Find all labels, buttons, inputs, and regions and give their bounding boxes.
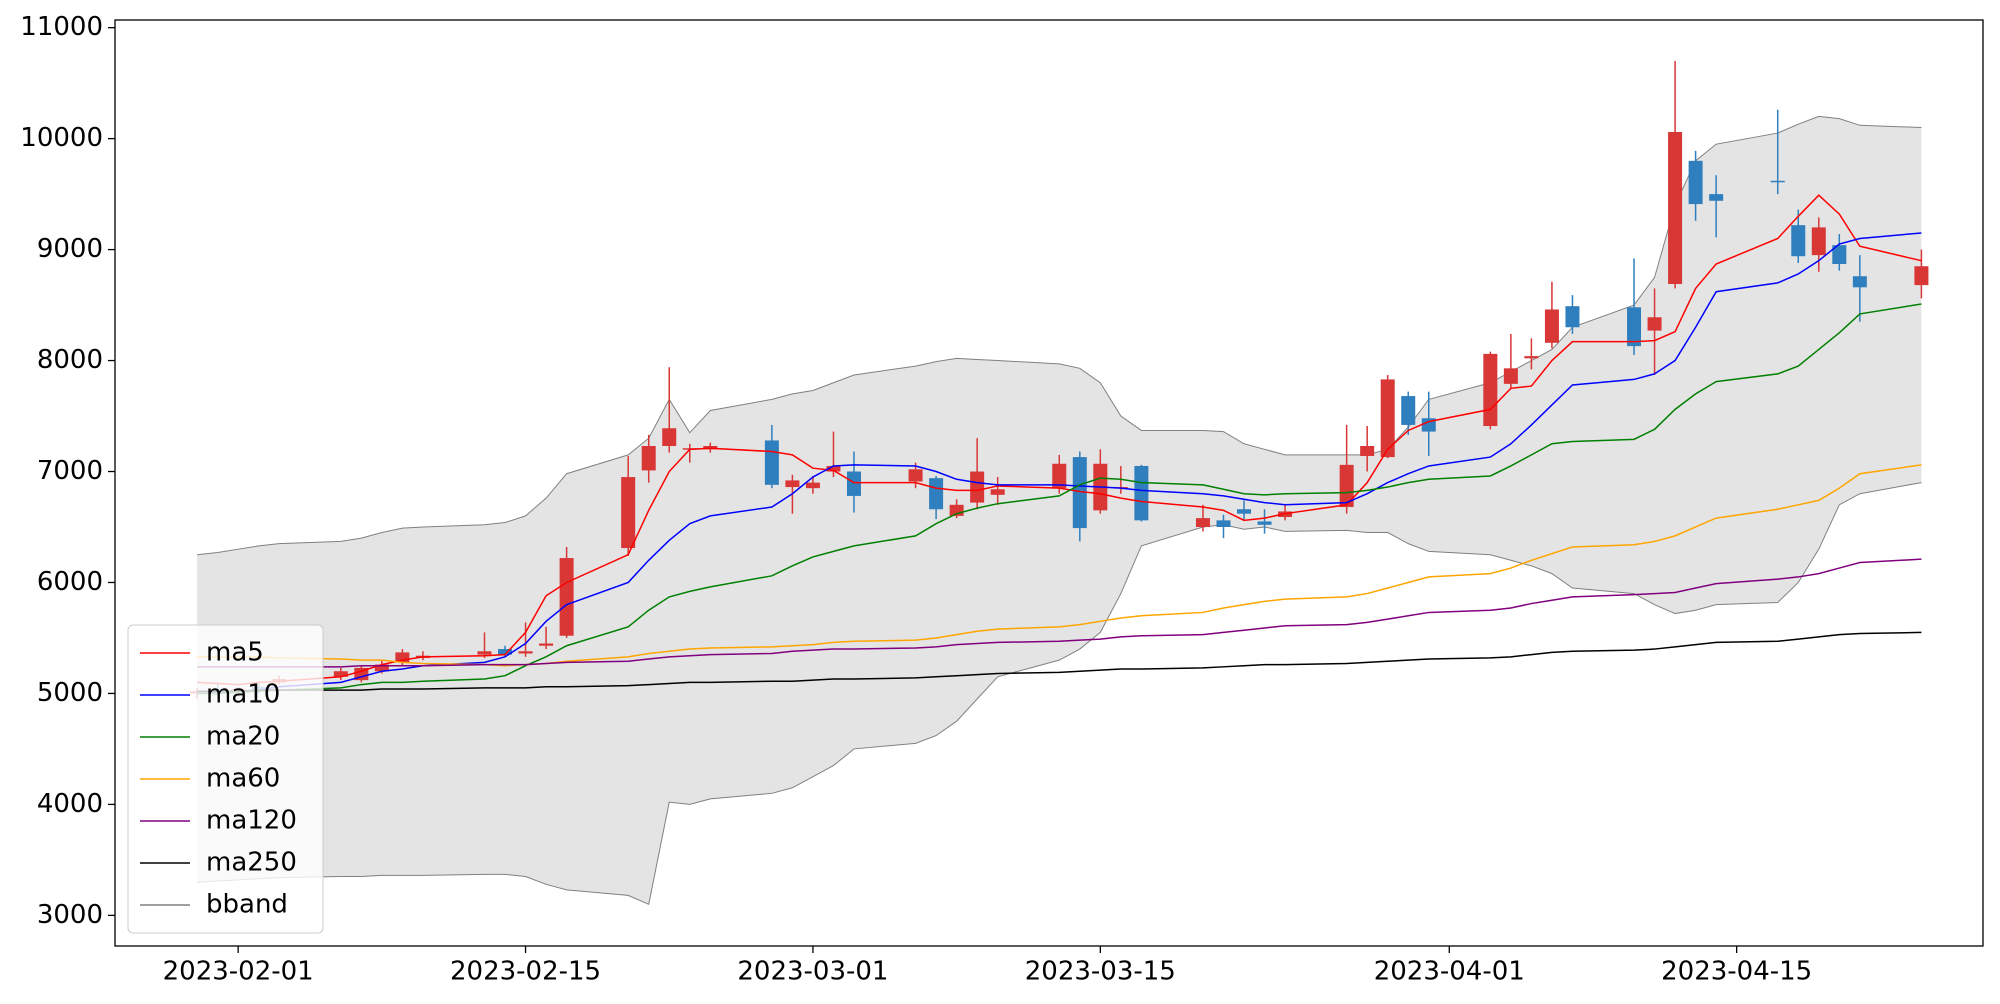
y-tick-label: 8000	[37, 345, 103, 375]
ma-line	[197, 631, 1922, 692]
candle-body	[1688, 160, 1703, 205]
candle-body	[1195, 518, 1210, 527]
candle-body	[1216, 520, 1231, 527]
candle-body	[539, 643, 554, 646]
candle-body	[1339, 464, 1354, 508]
x-tick-label: 2023-04-01	[1374, 957, 1525, 987]
candle-body	[395, 652, 410, 663]
legend-label: ma10	[206, 680, 280, 710]
candle-body	[1257, 521, 1272, 525]
candle-body	[1052, 463, 1067, 489]
y-tick-label: 3000	[37, 900, 103, 930]
y-tick-label: 7000	[37, 456, 103, 486]
legend-label: bband	[206, 890, 288, 920]
candle-body	[1565, 306, 1580, 328]
candle-body	[1914, 266, 1929, 286]
candle-body	[559, 558, 574, 636]
candle-body	[1237, 509, 1252, 514]
candle-body	[908, 469, 923, 482]
candle-body	[949, 504, 964, 516]
y-tick-label: 11000	[20, 12, 103, 42]
legend-label: ma120	[206, 806, 297, 836]
y-tick-label: 9000	[37, 234, 103, 264]
candle-body	[826, 465, 841, 472]
candle-body	[333, 671, 348, 677]
legend-label: ma60	[206, 764, 280, 794]
candle-body	[1360, 445, 1375, 456]
candle-body	[785, 480, 800, 488]
candle-body	[1134, 465, 1149, 521]
candle-body	[1627, 307, 1642, 347]
candle-body	[1544, 309, 1559, 343]
y-tick-label: 4000	[37, 789, 103, 819]
candle-body	[1791, 225, 1806, 257]
bband-area	[197, 116, 1922, 905]
candle-body	[929, 478, 944, 510]
legend-label: ma5	[206, 638, 264, 668]
candle-body	[1811, 227, 1826, 256]
ma-line	[197, 303, 1922, 695]
candle-body	[846, 471, 861, 496]
candle-body	[1852, 276, 1867, 288]
legend: ma5 ma10 ma20 ma60 ma120 ma250 bband	[127, 624, 324, 934]
legend-label: ma250	[206, 848, 297, 878]
candle-body	[1647, 317, 1662, 331]
legend-label: ma20	[206, 722, 280, 752]
candle-body	[805, 482, 820, 489]
y-tick-label: 10000	[20, 123, 103, 153]
candle-body	[1709, 194, 1724, 201]
ma-line	[197, 194, 1922, 686]
candle-body	[1524, 356, 1539, 359]
ma-line	[197, 558, 1922, 668]
x-tick-label: 2023-03-15	[1025, 957, 1176, 987]
candle-body	[1483, 353, 1498, 427]
ma-line	[197, 232, 1922, 695]
candle-body	[970, 471, 985, 503]
candle-body	[1770, 180, 1785, 183]
candle-body	[1503, 368, 1518, 384]
legend-box	[127, 624, 324, 934]
candle-body	[990, 489, 1005, 495]
candle-body	[1072, 457, 1087, 529]
plot-frame	[114, 19, 1984, 947]
candle-body	[641, 445, 656, 471]
candle-body	[764, 440, 779, 485]
candle-body	[621, 477, 636, 549]
candle-body	[1380, 379, 1395, 458]
candle-body	[662, 428, 677, 446]
candle-body	[477, 651, 492, 655]
candle-body	[1401, 396, 1416, 425]
candle-body	[1668, 131, 1683, 284]
candle-body	[498, 649, 513, 655]
bband-lower	[197, 482, 1922, 905]
y-tick-label: 5000	[37, 678, 103, 708]
candle-body	[518, 651, 533, 654]
x-tick-label: 2023-02-01	[163, 957, 314, 987]
x-tick-label: 2023-03-01	[737, 957, 888, 987]
y-tick-label: 6000	[37, 567, 103, 597]
x-tick-label: 2023-02-15	[450, 957, 601, 987]
candle-body	[374, 664, 389, 672]
candle-body	[1832, 245, 1847, 265]
x-tick-label: 2023-04-15	[1661, 957, 1812, 987]
